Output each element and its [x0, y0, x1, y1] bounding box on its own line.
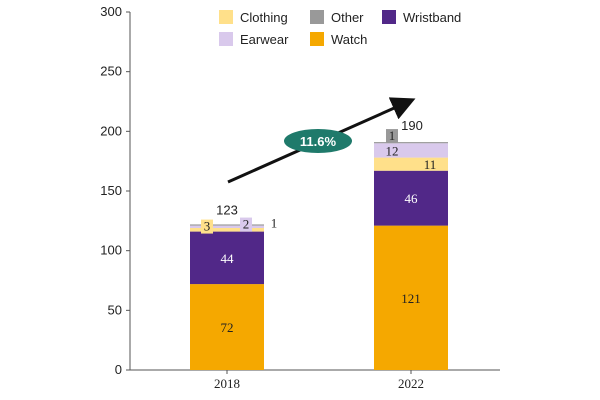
- legend-label-earwear: Earwear: [240, 32, 289, 47]
- y-tick-label: 250: [100, 64, 122, 79]
- segment-label-bg: [386, 129, 398, 144]
- bar-watch-2018: [190, 284, 264, 370]
- y-tick-label: 0: [115, 362, 122, 377]
- legend-swatch-watch: [310, 32, 324, 46]
- segment-label-other: 1: [271, 216, 278, 231]
- bar-clothing-2018: [190, 227, 264, 232]
- segment-label-clothing: 11: [424, 157, 437, 172]
- segment-label-clothing: 3: [204, 219, 211, 234]
- legend-label-watch: Watch: [331, 32, 367, 47]
- legend-label-other: Other: [331, 10, 364, 25]
- y-tick-label: 50: [108, 302, 122, 317]
- legend-swatch-clothing: [219, 10, 233, 24]
- total-label: 190: [401, 118, 423, 133]
- legend-label-wristband: Wristband: [403, 10, 461, 25]
- legend-label-clothing: Clothing: [240, 10, 288, 25]
- legend-swatch-other: [310, 10, 324, 24]
- bar-watch-2022: [374, 225, 448, 370]
- axes: 0 50 100 150 200 250 300 2018 2022: [100, 4, 500, 391]
- bar-wristband-2018: [190, 231, 264, 285]
- segment-label-wristband: 46: [405, 191, 419, 206]
- legend-swatch-wristband: [382, 10, 396, 24]
- bar-earwear-2018: [190, 225, 264, 228]
- y-tick-label: 150: [100, 183, 122, 198]
- y-tick-label: 200: [100, 123, 122, 138]
- segment-label-watch: 121: [401, 291, 421, 306]
- y-tick-label: 100: [100, 243, 122, 258]
- legend-swatch-earwear: [219, 32, 233, 46]
- bar-clothing-2022: [374, 157, 448, 171]
- segment-label-earwear: 2: [243, 217, 250, 232]
- segment-label-earwear: 12: [386, 143, 399, 158]
- cagr-badge: [284, 129, 352, 153]
- segment-label-other: 1: [389, 128, 396, 143]
- x-tick-label: 2018: [214, 376, 240, 391]
- bar-other-2018: [190, 224, 264, 226]
- segment-label-watch: 72: [221, 320, 234, 335]
- total-label: 123: [216, 202, 238, 217]
- cagr-label: 11.6%: [300, 134, 337, 149]
- bar-other-2022: [374, 142, 448, 144]
- segment-label-bg: [240, 217, 252, 232]
- segment-label-wristband: 44: [221, 251, 235, 266]
- segment-label-bg: [201, 219, 213, 234]
- y-tick-label: 300: [100, 4, 122, 19]
- cagr-annotation: 11.6%: [227, 97, 416, 184]
- legend: Clothing Other Wristband Earwear Watch: [219, 10, 461, 47]
- bar-earwear-2022: [374, 143, 448, 158]
- x-tick-label: 2022: [398, 376, 424, 391]
- bar-wristband-2022: [374, 170, 448, 226]
